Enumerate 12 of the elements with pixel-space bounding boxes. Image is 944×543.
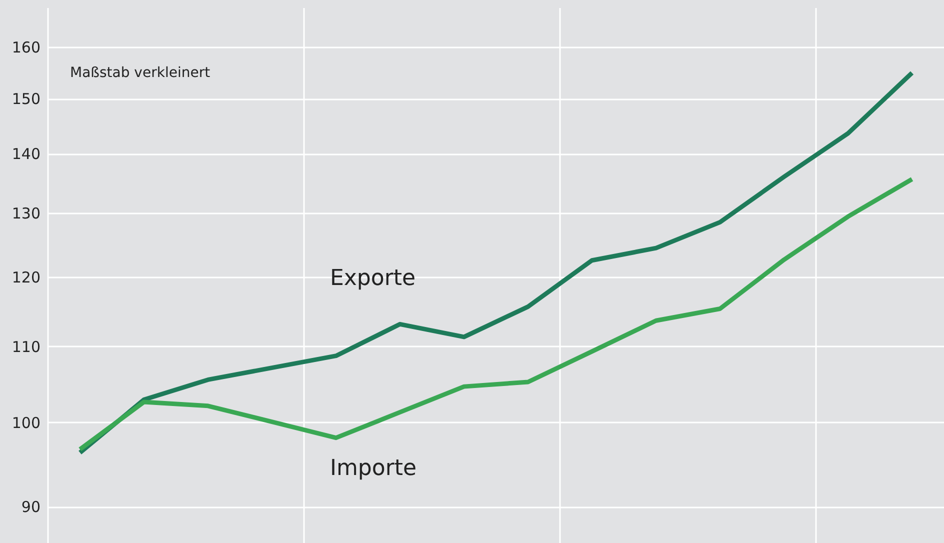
y-tick-label: 140 xyxy=(12,145,40,164)
y-tick-label: 120 xyxy=(12,268,40,286)
y-tick-label: 150 xyxy=(12,90,40,108)
y-tick-label: 160 xyxy=(12,38,40,56)
y-tick-label: 110 xyxy=(12,338,40,356)
line-series xyxy=(78,176,914,452)
y-tick-label: 100 xyxy=(12,414,40,432)
y-tick-label: 130 xyxy=(12,204,40,222)
annotation: Maßstab verkleinert xyxy=(70,65,211,81)
series-label: Importe xyxy=(330,456,417,481)
series-label: Exporte xyxy=(330,266,416,291)
y-tick-label: 90 xyxy=(21,498,40,516)
